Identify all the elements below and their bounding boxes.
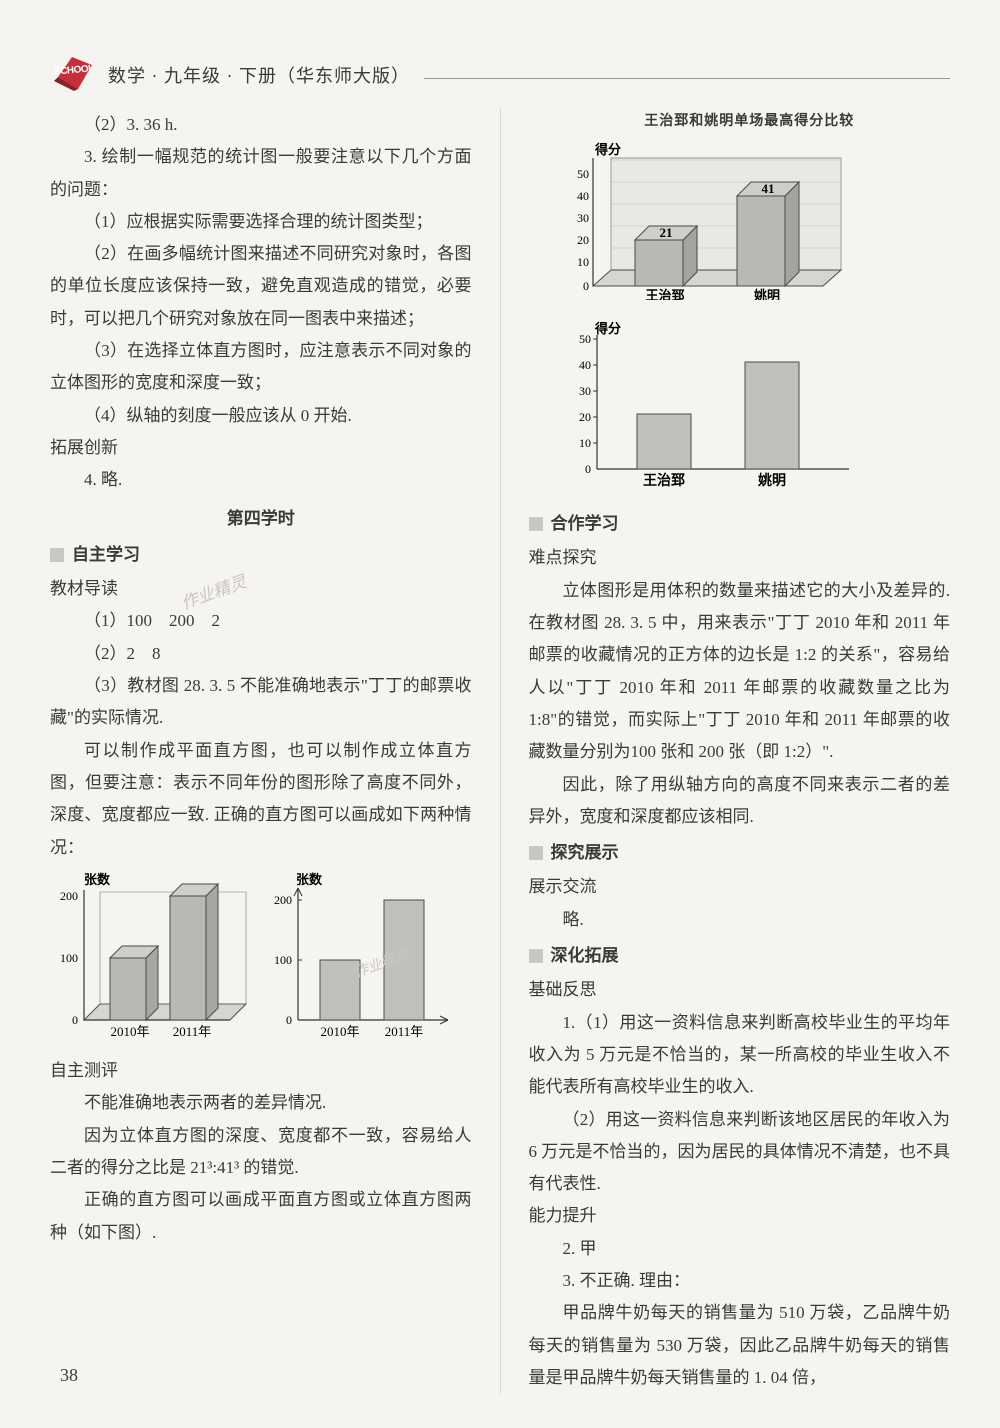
svg-text:50: 50 xyxy=(579,332,591,346)
para: 能力提升 xyxy=(529,1200,951,1232)
svg-text:2010年: 2010年 xyxy=(110,1024,149,1039)
heading-text: 深化拓展 xyxy=(551,940,619,972)
page: SCHOOL 数学 · 九年级 · 下册（华东师大版） （2）3. 36 h. … xyxy=(0,0,1000,1424)
para: 正确的直方图可以画成平面直方图或立体直方图两种（如下图）. xyxy=(50,1184,472,1249)
svg-text:20: 20 xyxy=(577,233,589,247)
svg-text:10: 10 xyxy=(577,255,589,269)
svg-text:张数: 张数 xyxy=(296,872,323,887)
para: （3）在选择立体直方图时，应注意表示不同对象的立体图形的宽度和深度一致； xyxy=(50,335,472,400)
para: 不能准确地表示两者的差异情况. xyxy=(50,1087,472,1119)
bar-2010 xyxy=(110,946,158,1020)
svg-text:50: 50 xyxy=(577,167,589,181)
right-column: 王治郅和姚明单场最高得分比较 得分 0 xyxy=(529,109,951,1394)
svg-text:得分: 得分 xyxy=(594,321,621,336)
chart-score-2d: 得分 0 10 20 30 40 50 王治郅 xyxy=(529,319,951,500)
school-logo: SCHOOL xyxy=(50,55,98,97)
heading-explore: 探究展示 xyxy=(529,837,951,869)
para: 2. 甲 xyxy=(529,1233,951,1265)
heading-bar-icon xyxy=(529,846,543,860)
svg-text:40: 40 xyxy=(579,358,591,372)
svg-text:王治郅: 王治郅 xyxy=(643,472,685,489)
para: （4）纵轴的刻度一般应该从 0 开始. xyxy=(50,400,472,432)
subheading: 基础反思 xyxy=(529,974,951,1006)
para: 4. 略. xyxy=(50,464,472,496)
svg-text:0: 0 xyxy=(585,462,591,476)
heading-deepen: 深化拓展 xyxy=(529,940,951,972)
para: 拓展创新 xyxy=(50,432,472,464)
para: （2）2 8 xyxy=(50,638,472,670)
para: 因此，除了用纵轴方向的高度不同来表示二者的差异外，宽度和深度都应该相同. xyxy=(529,769,951,834)
para: 略. xyxy=(529,904,951,936)
svg-text:10: 10 xyxy=(579,436,591,450)
para: 立体图形是用体积的数量来描述它的大小及差异的. 在教材图 28. 3. 5 中，… xyxy=(529,575,951,769)
header-rule xyxy=(424,78,950,79)
chart-3d-stamps: 张数 0 100 200 xyxy=(50,870,246,1051)
page-header: SCHOOL 数学 · 九年级 · 下册（华东师大版） xyxy=(50,55,950,97)
para: 可以制作成平面直方图，也可以制作成立体直方图，但要注意：表示不同年份的图形除了高… xyxy=(50,735,472,864)
svg-text:20: 20 xyxy=(579,410,591,424)
svg-text:2011年: 2011年 xyxy=(385,1024,424,1039)
chart-title: 王治郅和姚明单场最高得分比较 xyxy=(549,109,951,136)
ylabel: 张数 xyxy=(84,872,111,887)
svg-text:40: 40 xyxy=(577,189,589,203)
bar-wang: 21 xyxy=(635,225,697,286)
columns: （2）3. 36 h. 3. 绘制一幅规范的统计图一般要注意以下几个方面的问题：… xyxy=(50,109,950,1394)
subheading: 自主测评 xyxy=(50,1055,472,1087)
chart-2d-stamps: 张数 0 100 200 2010年 xyxy=(264,870,450,1051)
para: （2）3. 36 h. xyxy=(50,109,472,141)
para: （1）100 200 2 xyxy=(50,605,472,637)
svg-text:200: 200 xyxy=(274,893,292,907)
heading-self-study: 自主学习 xyxy=(50,539,472,571)
heading-bar-icon xyxy=(529,949,543,963)
svg-text:得分: 得分 xyxy=(594,142,621,157)
svg-text:30: 30 xyxy=(579,384,591,398)
subheading: 教材导读 xyxy=(50,573,472,605)
para: 3. 不正确. 理由： xyxy=(529,1265,951,1297)
logo-text: SCHOOL xyxy=(53,59,94,81)
chart-score-3d: 王治郅和姚明单场最高得分比较 得分 0 xyxy=(529,109,951,311)
svg-text:100: 100 xyxy=(274,953,292,967)
heading-text: 探究展示 xyxy=(551,837,619,869)
header-title: 数学 · 九年级 · 下册（华东师大版） xyxy=(108,59,410,93)
svg-text:王治郅: 王治郅 xyxy=(645,288,684,300)
svg-text:0: 0 xyxy=(72,1013,78,1027)
bar-yao: 41 xyxy=(737,181,799,286)
para: （3）教材图 28. 3. 5 不能准确地表示"丁丁的邮票收藏"的实际情况. xyxy=(50,670,472,735)
para: 因为立体直方图的深度、宽度都不一致，容易给人二者的得分之比是 21³:41³ 的… xyxy=(50,1120,472,1185)
para: （2）在画多幅统计图来描述不同研究对象时，各图的单位长度应该保持一致，避免直观造… xyxy=(50,238,472,335)
heading-bar-icon xyxy=(50,548,64,562)
section-title: 第四学时 xyxy=(50,503,472,535)
para: 甲品牌牛奶每天的销售量为 510 万袋，乙品牌牛奶每天的销售量为 530 万袋，… xyxy=(529,1297,951,1394)
para: （2）用这一资料信息来判断该地区居民的年收入为 6 万元是不恰当的，因为居民的具… xyxy=(529,1104,951,1201)
svg-text:2011年: 2011年 xyxy=(173,1024,212,1039)
svg-text:21: 21 xyxy=(659,225,672,240)
heading-cooperate: 合作学习 xyxy=(529,508,951,540)
svg-text:0: 0 xyxy=(583,279,589,293)
svg-text:2010年: 2010年 xyxy=(320,1024,359,1039)
para: 3. 绘制一幅规范的统计图一般要注意以下几个方面的问题： xyxy=(50,141,472,206)
svg-text:30: 30 xyxy=(577,211,589,225)
page-number: 38 xyxy=(60,1358,78,1392)
svg-text:0: 0 xyxy=(286,1013,292,1027)
heading-text: 合作学习 xyxy=(551,508,619,540)
heading-text: 自主学习 xyxy=(72,539,140,571)
heading-bar-icon xyxy=(529,517,543,531)
bar-2011 xyxy=(170,884,218,1020)
subheading: 难点探究 xyxy=(529,542,951,574)
svg-text:姚明: 姚明 xyxy=(757,472,786,489)
svg-text:41: 41 xyxy=(761,181,774,196)
para: （1）应根据实际需要选择合理的统计图类型； xyxy=(50,206,472,238)
svg-text:100: 100 xyxy=(60,951,78,965)
left-column: （2）3. 36 h. 3. 绘制一幅规范的统计图一般要注意以下几个方面的问题：… xyxy=(50,109,472,1394)
column-separator xyxy=(500,109,501,1394)
svg-text:姚明: 姚明 xyxy=(752,288,779,300)
svg-text:200: 200 xyxy=(60,889,78,903)
chart-row: 张数 0 100 200 xyxy=(50,870,472,1051)
para: 1.（1）用这一资料信息来判断高校毕业生的平均年收入为 5 万元是不恰当的，某一… xyxy=(529,1007,951,1104)
subheading: 展示交流 xyxy=(529,871,951,903)
